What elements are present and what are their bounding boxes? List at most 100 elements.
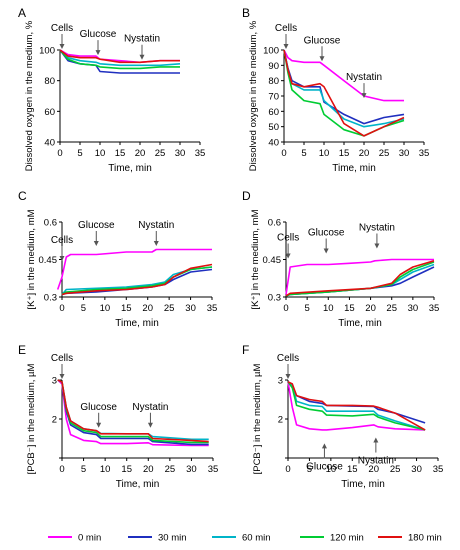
chart-panel-b: B 0 5 10 15 20 25 30 35 40 50 60 70 80 90 100 Time, min D… <box>242 6 429 174</box>
y-tick-label: 50 <box>268 122 279 133</box>
y-tick-label: 40 <box>268 138 279 149</box>
annotation-label: Glucose <box>304 35 341 46</box>
legend: 0 min 30 min 60 min 120 min 180 min <box>48 533 442 544</box>
panel-letter: B <box>242 6 250 20</box>
series-line-120-min <box>61 266 213 296</box>
x-tick-label: 10 <box>326 464 337 475</box>
x-tick-label: 30 <box>186 464 197 475</box>
series-line-180-min <box>283 49 405 137</box>
x-tick-label: 35 <box>207 303 218 314</box>
series-line-60-min <box>285 263 435 297</box>
x-tick-label: 15 <box>121 303 132 314</box>
annotation-label: Glucose <box>80 29 117 40</box>
annotation-arrowhead <box>285 253 291 259</box>
y-tick-label: 80 <box>268 76 279 87</box>
panel-letter: C <box>18 189 27 203</box>
series-line-0-min <box>287 381 426 431</box>
annotation-label: Cells <box>51 235 73 246</box>
series-line-0-min <box>56 248 212 290</box>
series-line-120-min <box>59 49 180 70</box>
y-tick-label: 0.6 <box>44 218 57 229</box>
x-tick-label: 10 <box>319 148 330 159</box>
y-tick-label: 40 <box>44 138 55 149</box>
x-axis-title: Time, min <box>341 479 385 490</box>
x-tick-label: 20 <box>142 303 153 314</box>
annotation-arrowhead <box>147 422 153 428</box>
x-tick-label: 30 <box>175 148 186 159</box>
x-tick-label: 15 <box>339 148 350 159</box>
x-axis-title: Time, min <box>108 163 152 174</box>
y-tick-label: 0.45 <box>39 255 58 266</box>
legend-label: 180 min <box>408 533 442 544</box>
annotation-label: Cells <box>275 23 297 34</box>
y-tick-label: 2 <box>278 415 283 426</box>
annotation-arrowhead <box>285 374 291 379</box>
x-axis-title: Time, min <box>338 318 382 329</box>
x-tick-label: 5 <box>304 303 309 314</box>
y-axis-title: [K⁺] in the medium, mM <box>26 209 37 309</box>
annotation-arrowhead <box>283 44 289 49</box>
annotation-label: Nystatin <box>132 402 168 413</box>
y-tick-label: 3 <box>52 376 57 387</box>
legend-label: 120 min <box>330 533 364 544</box>
y-tick-label: 0.45 <box>263 255 282 266</box>
annotation-arrowhead <box>321 443 327 449</box>
y-tick-label: 100 <box>263 46 279 57</box>
annotation-label: Glucose <box>308 228 345 239</box>
x-tick-label: 0 <box>59 464 64 475</box>
x-axis-title: Time, min <box>116 479 160 490</box>
annotation-arrowhead <box>153 241 159 246</box>
x-tick-label: 10 <box>95 148 106 159</box>
annotation-arrowhead <box>95 50 101 56</box>
annotation-label: Nystatin <box>138 220 174 231</box>
x-tick-label: 15 <box>115 148 126 159</box>
x-tick-label: 25 <box>164 303 175 314</box>
y-tick-label: 60 <box>44 107 55 118</box>
annotation-arrowhead <box>361 93 367 99</box>
annotation-arrowhead <box>319 56 325 62</box>
annotation-label: Nystatin <box>359 223 395 234</box>
x-tick-label: 35 <box>208 464 219 475</box>
annotation-label: Nystatin <box>124 34 160 45</box>
annotation-arrowhead <box>59 374 65 379</box>
y-tick-label: 90 <box>268 61 279 72</box>
panel-letter: E <box>18 343 26 357</box>
annotation-label: Glucose <box>306 461 343 472</box>
x-tick-label: 35 <box>433 464 444 475</box>
annotation-arrowhead <box>139 54 145 60</box>
annotation-arrowhead <box>374 243 380 249</box>
x-tick-label: 25 <box>155 148 166 159</box>
series-line-60-min <box>59 49 181 67</box>
x-tick-label: 30 <box>399 148 410 159</box>
x-tick-label: 30 <box>411 464 422 475</box>
series-line-180-min <box>57 379 209 443</box>
x-tick-label: 20 <box>135 148 146 159</box>
legend-label: 30 min <box>158 533 187 544</box>
series-line-30-min <box>287 381 426 424</box>
y-tick-label: 0.3 <box>268 293 281 304</box>
y-tick-label: 0.6 <box>268 218 281 229</box>
series-line-180-min <box>61 263 213 296</box>
x-tick-label: 25 <box>379 148 390 159</box>
y-axis-title: Dissolved oxygen in the medium, % <box>248 20 259 171</box>
y-axis-title: [PCB⁻] in the medium, µM <box>26 364 37 475</box>
chart-panel-e: E 0 5 10 15 20 25 30 35 2 3 Time, min [PCB⁻] in the … <box>18 343 218 490</box>
chart-panel-a: A 0 5 10 15 20 25 30 35 40 60 80 100 Time, min Dissolv… <box>18 6 205 174</box>
y-tick-label: 70 <box>268 92 279 103</box>
annotation-arrowhead <box>96 422 102 428</box>
annotation-label: Cells <box>51 23 73 34</box>
x-tick-label: 10 <box>323 303 334 314</box>
x-tick-label: 5 <box>81 464 86 475</box>
series-line-0-min <box>57 379 209 447</box>
annotation-arrowhead <box>59 44 65 49</box>
x-tick-label: 20 <box>368 464 379 475</box>
x-tick-label: 35 <box>195 148 206 159</box>
series-line-180-min <box>285 260 435 297</box>
x-tick-label: 20 <box>365 303 376 314</box>
chart-panel-c: C 0 5 10 15 20 25 30 35 0.3 0.45 0.6 Time, min [K⁺] i… <box>18 189 217 329</box>
y-tick-label: 3 <box>278 376 283 387</box>
annotation-arrowhead <box>59 256 65 261</box>
chart-panel-d: D 0 5 10 15 20 25 30 35 0.3 0.45 0.6 Time, min [K⁺] i… <box>242 189 439 329</box>
